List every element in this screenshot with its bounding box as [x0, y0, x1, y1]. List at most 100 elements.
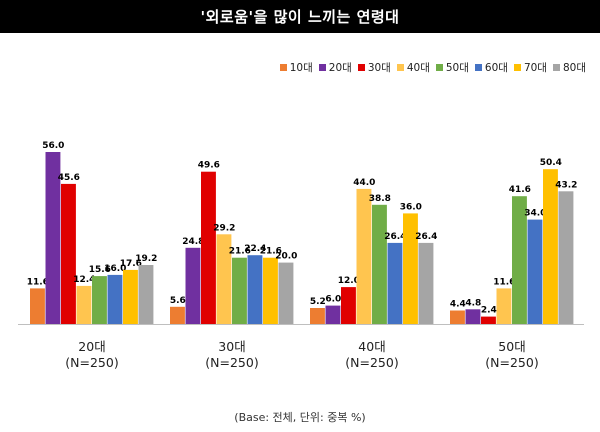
category-label: 50대 (N=250) — [457, 339, 567, 371]
bar-20대-80대 — [138, 265, 154, 324]
legend-label: 50대 — [445, 62, 469, 74]
category-label: 30대 (N=250) — [177, 339, 287, 371]
data-label: 50.4 — [540, 158, 562, 168]
legend-label: 30대 — [367, 62, 391, 74]
legend-item: 70대 — [513, 60, 547, 75]
category-sample-size: (N=250) — [485, 355, 539, 370]
legend-label: 10대 — [289, 62, 313, 74]
data-label: 5.2 — [310, 297, 326, 307]
data-label: 16.0 — [104, 264, 126, 274]
legend-item: 50대 — [435, 60, 469, 75]
bar-50대-60대 — [527, 219, 543, 324]
category-name: 30대 — [218, 339, 246, 354]
legend-label: 60대 — [484, 62, 508, 74]
legend-swatch — [435, 64, 443, 71]
data-label: 11.6 — [27, 277, 49, 287]
bar-50대-50대 — [512, 196, 527, 324]
legend-swatch — [396, 64, 404, 71]
bar-50대-40대 — [496, 288, 512, 324]
data-label: 4.4 — [450, 300, 466, 310]
data-label: 2.4 — [481, 306, 497, 316]
data-label: 21.6 — [260, 247, 282, 257]
legend-swatch — [474, 64, 482, 71]
data-label: 5.6 — [170, 296, 186, 306]
data-label: 45.6 — [58, 173, 80, 183]
bar-30대-30대 — [201, 171, 216, 324]
data-label: 11.6 — [493, 277, 515, 287]
bar-40대-70대 — [403, 213, 418, 324]
bar-40대-60대 — [387, 242, 403, 324]
data-label: 41.6 — [509, 185, 531, 195]
bar-40대-80대 — [418, 242, 434, 324]
data-label: 19.2 — [135, 254, 157, 264]
bar-20대-20대 — [45, 152, 61, 324]
chart-title-bar: '외로움'을 많이 느끼는 연령대 — [0, 0, 600, 33]
bar-30대-20대 — [185, 247, 201, 324]
legend-swatch — [318, 64, 326, 71]
legend-label: 70대 — [523, 62, 547, 74]
data-label: 20.0 — [275, 252, 297, 262]
bar-50대-10대 — [450, 310, 465, 324]
bar-50대-80대 — [558, 191, 574, 324]
bar-50대-30대 — [481, 316, 496, 324]
category-sample-size: (N=250) — [205, 355, 259, 370]
bar-20대-30대 — [61, 183, 76, 324]
legend-label: 40대 — [406, 62, 430, 74]
data-label: 15.6 — [89, 265, 111, 275]
data-label: 12.0 — [338, 276, 360, 286]
bar-50대-70대 — [543, 169, 558, 324]
category-name: 20대 — [78, 339, 106, 354]
data-label: 36.0 — [400, 202, 422, 212]
data-label: 43.2 — [555, 180, 577, 190]
legend-item: 10대 — [279, 60, 313, 75]
data-label: 24.8 — [182, 237, 204, 247]
data-label: 56.0 — [42, 141, 64, 151]
data-label: 17.6 — [120, 259, 142, 269]
bar-20대-70대 — [123, 269, 138, 324]
legend-item: 40대 — [396, 60, 430, 75]
data-label: 38.8 — [369, 194, 391, 204]
data-label: 26.4 — [415, 232, 437, 242]
bar-30대-80대 — [278, 262, 294, 324]
data-label: 22.4 — [244, 244, 266, 254]
data-label: 34.0 — [524, 209, 546, 219]
legend-item: 60대 — [474, 60, 508, 75]
bar-20대-60대 — [107, 274, 123, 324]
footnote: (Base: 전체, 단위: 중복 %) — [234, 411, 366, 424]
data-label: 4.8 — [465, 298, 481, 308]
bar-30대-70대 — [263, 257, 278, 324]
legend-label: 20대 — [328, 62, 352, 74]
category-sample-size: (N=250) — [345, 355, 399, 370]
bar-40대-10대 — [310, 308, 325, 324]
legend-swatch — [357, 64, 365, 71]
bar-50대-20대 — [465, 309, 481, 324]
legend-swatch — [552, 64, 560, 71]
data-label: 29.2 — [213, 223, 235, 233]
bar-20대-50대 — [92, 276, 107, 324]
legend-item: 30대 — [357, 60, 391, 75]
bar-30대-50대 — [232, 257, 247, 324]
data-label: 21.6 — [229, 247, 251, 257]
category-sample-size: (N=250) — [65, 355, 119, 370]
category-name: 50대 — [498, 339, 526, 354]
legend-item: 20대 — [318, 60, 352, 75]
bar-chart: 11.6 56.0 45.6 12.415.616.017.619.2 5.6 24.8 4… — [18, 141, 584, 325]
bar-20대-40대 — [76, 285, 92, 324]
legend-swatch — [513, 64, 521, 71]
data-label: 49.6 — [198, 161, 220, 171]
category-name: 40대 — [358, 339, 386, 354]
bar-40대-20대 — [325, 305, 341, 324]
legend-label: 80대 — [562, 62, 586, 74]
data-label: 12.4 — [73, 275, 95, 285]
data-label: 44.0 — [353, 178, 375, 188]
legend-item: 80대 — [552, 60, 586, 75]
bar-30대-40대 — [216, 234, 232, 324]
legend: 10대 20대 30대 40대 50대 60대 70대 80대 — [279, 60, 586, 75]
bar-40대-40대 — [356, 188, 372, 324]
legend-swatch — [279, 64, 287, 71]
bar-40대-30대 — [341, 287, 356, 324]
category-label: 20대 (N=250) — [37, 339, 147, 371]
chart-title: '외로움'을 많이 느끼는 연령대 — [200, 8, 400, 26]
bar-40대-50대 — [372, 204, 387, 324]
bar-20대-10대 — [30, 288, 45, 324]
